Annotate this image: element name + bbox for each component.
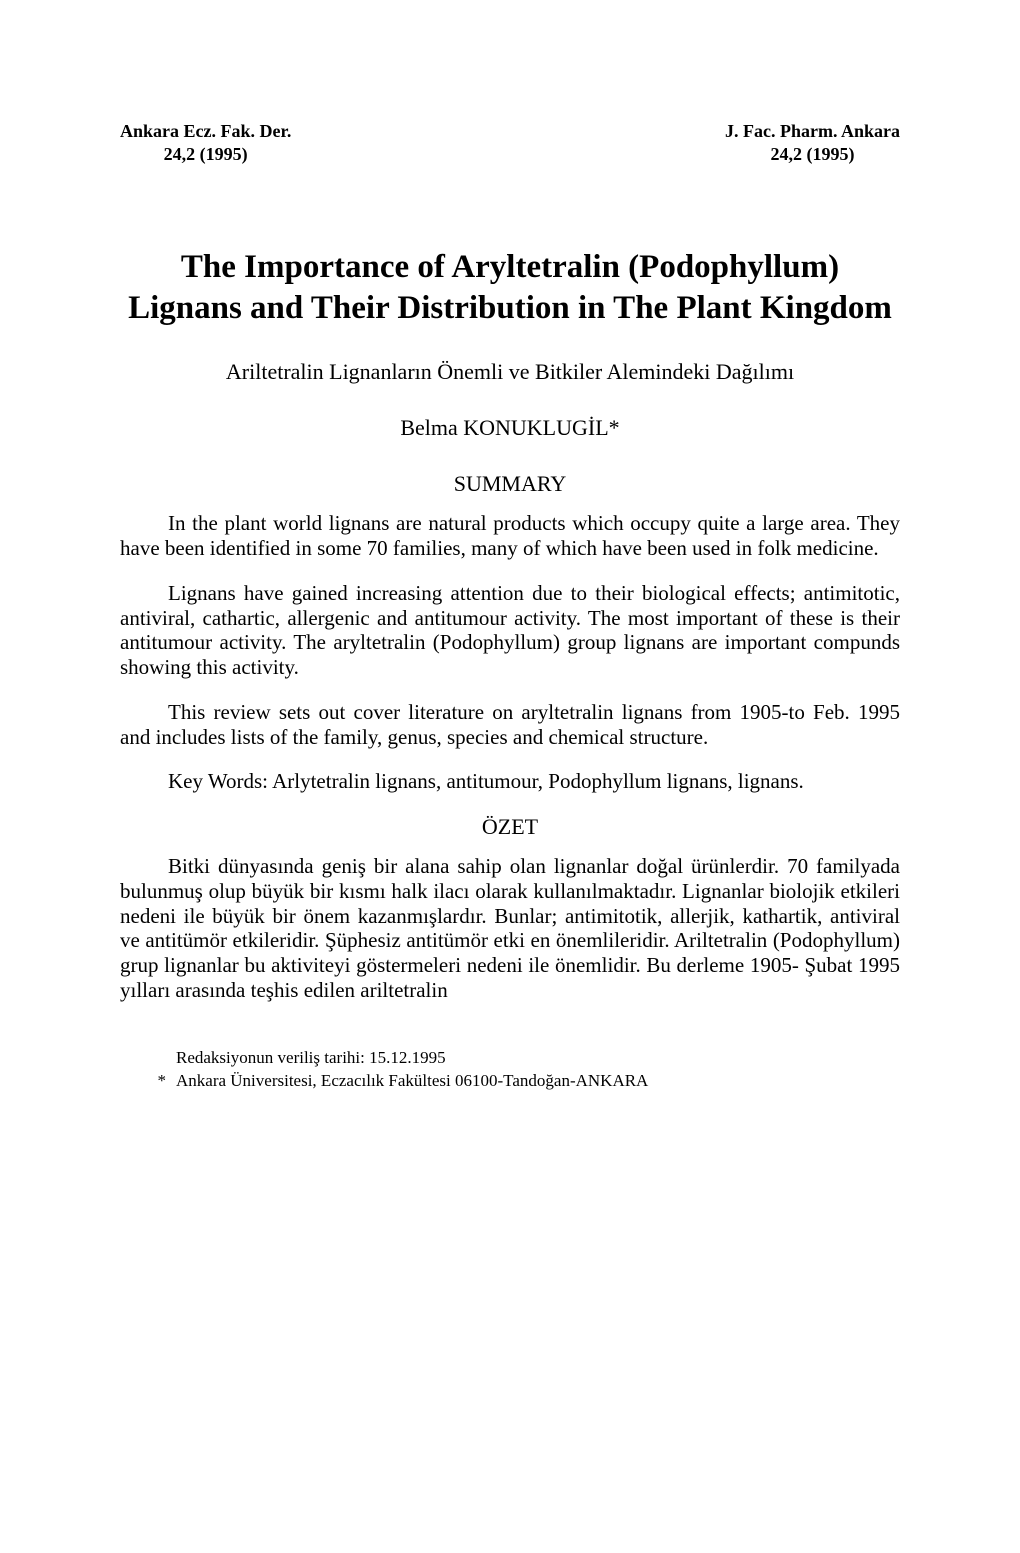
article-title: The Importance of Aryltetralin (Podophyl… — [120, 247, 900, 330]
page-root: Ankara Ecz. Fak. Der. 24,2 (1995) J. Fac… — [0, 0, 1020, 1153]
ozet-heading: ÖZET — [120, 814, 900, 840]
summary-para: In the plant world lignans are natural p… — [120, 511, 900, 561]
article-subtitle-tr: Ariltetralin Lignanların Önemli ve Bitki… — [120, 359, 900, 385]
journal-issue-left: 24,2 (1995) — [120, 143, 291, 166]
journal-issue-right: 24,2 (1995) — [725, 143, 900, 166]
footnote-line: *Ankara Üniversitesi, Eczacılık Fakültes… — [176, 1070, 900, 1093]
footnote-marker: * — [146, 1070, 166, 1093]
footnotes-block: Redaksiyonun veriliş tarihi: 15.12.1995 … — [120, 1047, 900, 1093]
summary-para: This review sets out cover literature on… — [120, 700, 900, 750]
journal-header-left: Ankara Ecz. Fak. Der. 24,2 (1995) — [120, 120, 291, 167]
journal-header-right: J. Fac. Pharm. Ankara 24,2 (1995) — [725, 120, 900, 167]
summary-keywords: Key Words: Arlytetralin lignans, antitum… — [120, 769, 900, 794]
footnote-line: Redaksiyonun veriliş tarihi: 15.12.1995 — [176, 1047, 900, 1070]
journal-header-row: Ankara Ecz. Fak. Der. 24,2 (1995) J. Fac… — [120, 120, 900, 167]
journal-name-left: Ankara Ecz. Fak. Der. — [120, 120, 291, 143]
footnote-text: Redaksiyonun veriliş tarihi: 15.12.1995 — [176, 1048, 446, 1067]
journal-name-right: J. Fac. Pharm. Ankara — [725, 120, 900, 143]
summary-heading: SUMMARY — [120, 471, 900, 497]
article-author: Belma KONUKLUGİL* — [120, 415, 900, 441]
ozet-para: Bitki dünyasında geniş bir alana sahip o… — [120, 854, 900, 1003]
summary-para: Lignans have gained increasing attention… — [120, 581, 900, 680]
footnote-text: Ankara Üniversitesi, Eczacılık Fakültesi… — [176, 1071, 648, 1090]
